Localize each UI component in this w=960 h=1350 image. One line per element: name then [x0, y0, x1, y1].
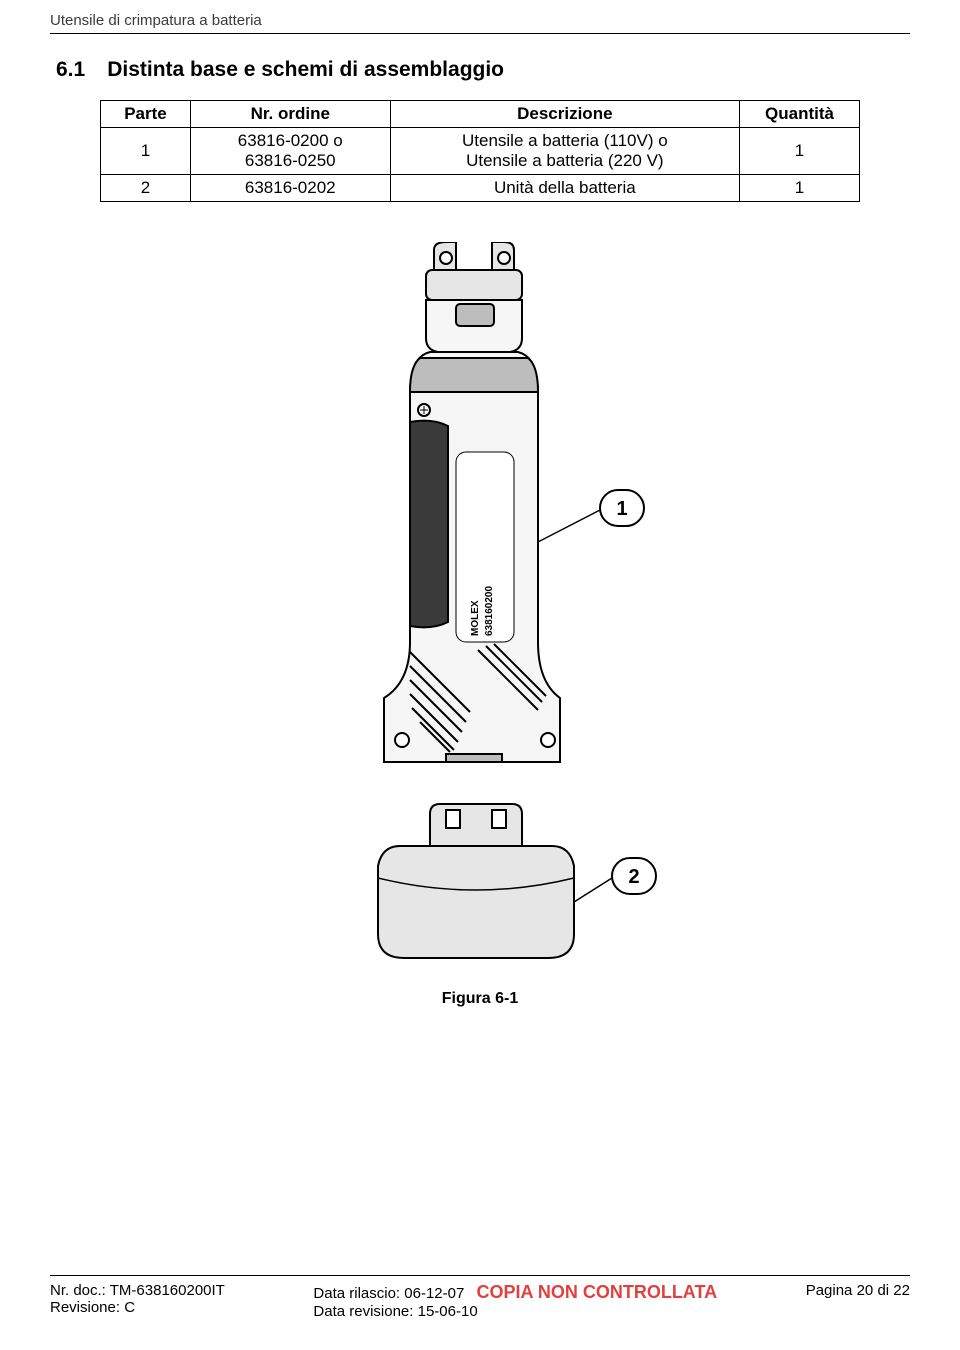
table-header-row: Parte Nr. ordine Descrizione Quantità — [101, 101, 860, 128]
watermark: COPIA NON CONTROLLATA — [476, 1282, 717, 1302]
table-row: 1 63816-0200 o 63816-0250 Utensile a bat… — [101, 128, 860, 175]
col-parte: Parte — [101, 101, 191, 128]
svg-text:2: 2 — [628, 866, 639, 888]
figure-caption: Figura 6-1 — [50, 990, 910, 1008]
col-ordine: Nr. ordine — [190, 101, 390, 128]
cell-parte: 1 — [101, 128, 191, 175]
cell-quantita: 1 — [740, 128, 860, 175]
svg-text:1: 1 — [616, 498, 627, 520]
table-row: 2 63816-0202 Unità della batteria 1 — [101, 175, 860, 202]
col-quantita: Quantità — [740, 101, 860, 128]
page-label: Pagina — [806, 1282, 853, 1299]
section-number: 6.1 — [56, 58, 85, 81]
header-rule — [50, 33, 910, 34]
tool-label-partno: 638160200 — [484, 586, 495, 636]
footer-mid: Data rilascio: 06-12-07 COPIA NON CONTRO… — [313, 1282, 717, 1320]
release-label: Data rilascio: — [313, 1285, 400, 1302]
page-footer: Nr. doc.: TM-638160200IT Revisione: C Da… — [50, 1275, 910, 1320]
callout-2: 2 — [574, 858, 656, 902]
cell-quantita: 1 — [740, 175, 860, 202]
parts-table: Parte Nr. ordine Descrizione Quantità 1 … — [100, 100, 860, 202]
page-total: 22 — [893, 1282, 910, 1299]
callout-1: 1 — [538, 490, 644, 542]
cell-parte: 2 — [101, 175, 191, 202]
doc-no-label: Nr. doc.: — [50, 1282, 106, 1299]
cell-ordine: 63816-0202 — [190, 175, 390, 202]
doc-no: TM-638160200IT — [110, 1282, 225, 1299]
section-title: Distinta base e schemi di assemblaggio — [107, 58, 504, 81]
col-descrizione: Descrizione — [390, 101, 739, 128]
cell-descrizione: Unità della batteria — [390, 175, 739, 202]
page-current: 20 — [857, 1282, 874, 1299]
figure: MOLEX 638160200 1 — [50, 242, 910, 1008]
tool-label-brand: MOLEX — [470, 600, 481, 636]
revdate-label: Data revisione: — [313, 1303, 413, 1320]
footer-left: Nr. doc.: TM-638160200IT Revisione: C — [50, 1282, 225, 1316]
footer-right: Pagina 20 di 22 — [806, 1282, 910, 1299]
assembly-diagram: MOLEX 638160200 1 — [260, 242, 700, 972]
page: Utensile di crimpatura a batteria 6.1 Dis… — [0, 0, 960, 1350]
page-sep: di — [877, 1282, 889, 1299]
release-date: 06-12-07 — [404, 1285, 464, 1302]
revdate: 15-06-10 — [418, 1303, 478, 1320]
cell-descrizione: Utensile a batteria (110V) o Utensile a … — [390, 128, 739, 175]
cell-ordine: 63816-0200 o 63816-0250 — [190, 128, 390, 175]
rev-label: Revisione: — [50, 1299, 120, 1316]
rev: C — [124, 1299, 135, 1316]
section-heading: 6.1 Distinta base e schemi di assemblaggi… — [56, 58, 910, 82]
document-header: Utensile di crimpatura a batteria — [50, 12, 910, 29]
